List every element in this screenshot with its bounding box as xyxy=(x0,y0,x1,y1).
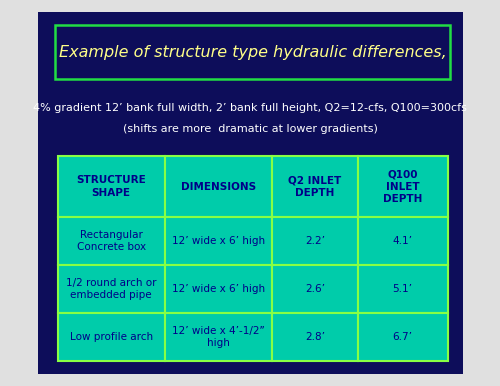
Bar xyxy=(38,12,463,374)
Text: 2.8’: 2.8’ xyxy=(305,332,325,342)
Text: 6.7’: 6.7’ xyxy=(392,332,412,342)
Bar xyxy=(165,313,272,361)
Bar xyxy=(58,156,165,217)
Text: 12’ wide x 4’-1/2”
high: 12’ wide x 4’-1/2” high xyxy=(172,326,265,348)
Bar xyxy=(358,313,448,361)
Text: 2.2’: 2.2’ xyxy=(305,236,325,246)
Text: 2.6’: 2.6’ xyxy=(305,284,325,294)
Bar xyxy=(358,265,448,313)
Text: 1/2 round arch or
embedded pipe: 1/2 round arch or embedded pipe xyxy=(66,278,156,300)
Text: 5.1’: 5.1’ xyxy=(392,284,412,294)
Bar xyxy=(165,265,272,313)
Bar xyxy=(165,156,272,217)
Text: Q100
INLET
DEPTH: Q100 INLET DEPTH xyxy=(383,169,422,204)
Bar xyxy=(358,156,448,217)
Bar xyxy=(58,313,165,361)
Text: 12’ wide x 6’ high: 12’ wide x 6’ high xyxy=(172,284,265,294)
Text: (shifts are more  dramatic at lower gradients): (shifts are more dramatic at lower gradi… xyxy=(122,124,378,134)
Bar xyxy=(272,217,358,265)
FancyBboxPatch shape xyxy=(55,25,450,79)
Text: Low profile arch: Low profile arch xyxy=(70,332,152,342)
Text: DIMENSIONS: DIMENSIONS xyxy=(181,181,256,191)
Text: 4% gradient 12’ bank full width, 2’ bank full height, Q2=12-cfs, Q100=300cfs: 4% gradient 12’ bank full width, 2’ bank… xyxy=(33,103,467,113)
Bar xyxy=(58,217,165,265)
Bar xyxy=(272,156,358,217)
Bar xyxy=(272,313,358,361)
Bar xyxy=(272,265,358,313)
Bar xyxy=(58,265,165,313)
Bar xyxy=(165,217,272,265)
Text: Rectangular
Concrete box: Rectangular Concrete box xyxy=(76,230,146,252)
Text: Q2 INLET
DEPTH: Q2 INLET DEPTH xyxy=(288,175,342,198)
Text: STRUCTURE
SHAPE: STRUCTURE SHAPE xyxy=(76,175,146,198)
Text: 12’ wide x 6’ high: 12’ wide x 6’ high xyxy=(172,236,265,246)
Bar xyxy=(358,217,448,265)
Text: 4.1’: 4.1’ xyxy=(392,236,412,246)
Text: Example of structure type hydraulic differences,: Example of structure type hydraulic diff… xyxy=(58,45,446,59)
